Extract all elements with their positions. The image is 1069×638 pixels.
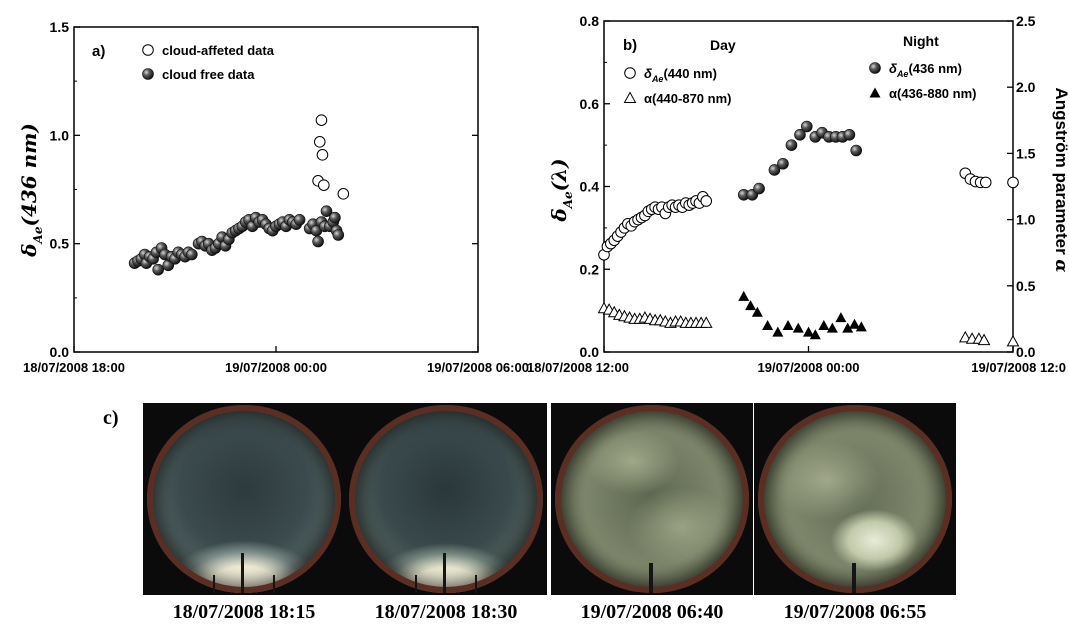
data-point <box>826 322 838 333</box>
y-tick-label: 0.0 <box>580 344 600 360</box>
y-tick-label: 1.0 <box>50 127 70 143</box>
sky-caption-4: 19/07/2008 06:55 <box>783 601 927 623</box>
y-tick-label: 0.8 <box>580 13 600 29</box>
data-point <box>792 322 804 333</box>
legend-label: α(440-870 nm) <box>644 91 731 106</box>
legend-marker <box>623 91 637 103</box>
panel-b-y-axis-label: δAe(λ) <box>547 158 575 222</box>
data-point <box>785 139 798 151</box>
data-point <box>803 326 814 337</box>
legend-label: cloud free data <box>162 67 255 82</box>
sky-image-2 <box>345 403 547 595</box>
sky-caption-1: 18/07/2008 18:15 <box>172 601 316 623</box>
data-point <box>1007 176 1019 189</box>
sky-caption-3: 19/07/2008 06:40 <box>580 601 724 623</box>
data-point <box>329 211 341 224</box>
y-tick-label: 0.2 <box>580 261 600 277</box>
panel-a-chart: 0.0 0.5 1.0 1.5 18/07/2008 18:00 19/07/2008 0… <box>17 19 529 375</box>
data-point <box>332 229 345 241</box>
data-point <box>699 316 713 328</box>
y-tick-label: 0.4 <box>580 179 600 195</box>
data-point <box>753 182 765 195</box>
data-point <box>979 176 992 189</box>
x-tick-label: 19/07/2008 00:00 <box>758 360 860 375</box>
legend-marker <box>142 68 154 80</box>
data-point <box>313 136 326 148</box>
data-point <box>794 128 806 141</box>
data-point <box>700 195 713 207</box>
y-tick-label: 0.0 <box>50 344 70 360</box>
data-point <box>777 157 789 170</box>
x-tick-label: 18/07/2008 12:00 <box>527 360 629 375</box>
legend-marker <box>869 87 881 98</box>
data-point <box>800 120 813 133</box>
legend-label: α(436-880 nm) <box>889 86 976 101</box>
panel-b-label: b) <box>623 37 637 54</box>
data-point <box>768 164 781 176</box>
panel-a-frame <box>73 26 479 353</box>
x-tick-label: 19/07/2008 06:00 <box>427 360 529 375</box>
panel-c-label: c) <box>103 407 119 429</box>
panel-b-chart: 0.0 0.2 0.4 0.6 0.8 0.0 0.5 1.0 1.5 2.0 2.5 18/07/2… <box>527 13 1069 375</box>
data-point <box>315 114 328 126</box>
panel-a-label: a) <box>92 43 105 60</box>
data-point <box>855 321 867 332</box>
y-tick-label: 0.6 <box>580 96 600 112</box>
data-point <box>843 128 856 141</box>
data-point <box>772 326 784 337</box>
data-point <box>312 235 324 248</box>
y2-tick-label: 0.0 <box>1016 344 1036 360</box>
data-point <box>835 312 847 323</box>
night-header: Night <box>903 33 939 49</box>
x-tick-label: 18/07/2008 18:00 <box>23 360 125 375</box>
data-point <box>318 179 330 191</box>
data-point <box>782 320 794 331</box>
panel-a-y-axis-label: δAe(436 nm) <box>17 123 45 258</box>
sky-image-3 <box>551 403 753 595</box>
y2-tick-label: 1.0 <box>1016 212 1036 228</box>
day-header: Day <box>710 37 736 53</box>
x-tick-label: 19/07/2008 00:00 <box>225 360 327 375</box>
data-point <box>152 263 164 276</box>
panel-b-y2-axis-label: Angström parameter α <box>1051 87 1069 272</box>
y2-tick-label: 2.0 <box>1016 79 1036 95</box>
y-tick-label: 0.5 <box>50 236 70 252</box>
legend-label: δAe(436 nm) <box>889 61 962 79</box>
x-tick-label: 19/07/2008 12:0 <box>971 360 1066 375</box>
sky-image-4 <box>754 403 956 595</box>
data-point <box>958 330 972 343</box>
data-point <box>818 320 830 331</box>
legend-marker <box>624 67 636 79</box>
y2-tick-label: 1.5 <box>1016 145 1036 161</box>
legend-label: δAe(440 nm) <box>644 66 717 84</box>
legend-label: cloud-affeted data <box>162 43 275 58</box>
sky-image-1 <box>143 403 345 595</box>
charts-area: 0.0 0.5 1.0 1.5 18/07/2008 18:00 19/07/2008 0… <box>17 13 1069 375</box>
y2-tick-label: 0.5 <box>1016 278 1036 294</box>
data-point <box>320 205 333 217</box>
data-point <box>809 329 821 340</box>
legend-marker <box>869 62 881 74</box>
data-point <box>977 333 991 346</box>
data-point <box>849 318 861 329</box>
data-point <box>745 300 757 311</box>
data-point <box>762 320 774 331</box>
data-point <box>186 248 198 261</box>
data-point <box>850 144 863 157</box>
y2-tick-label: 2.5 <box>1016 13 1036 29</box>
data-point <box>293 214 306 226</box>
y-tick-label: 1.5 <box>50 19 70 35</box>
data-point <box>316 149 329 161</box>
data-point <box>337 188 350 200</box>
data-point <box>738 290 750 301</box>
legend-marker <box>142 44 154 56</box>
data-point <box>842 322 854 333</box>
sky-caption-2: 18/07/2008 18:30 <box>374 601 518 623</box>
data-point <box>751 306 763 317</box>
data-point <box>1006 334 1020 347</box>
